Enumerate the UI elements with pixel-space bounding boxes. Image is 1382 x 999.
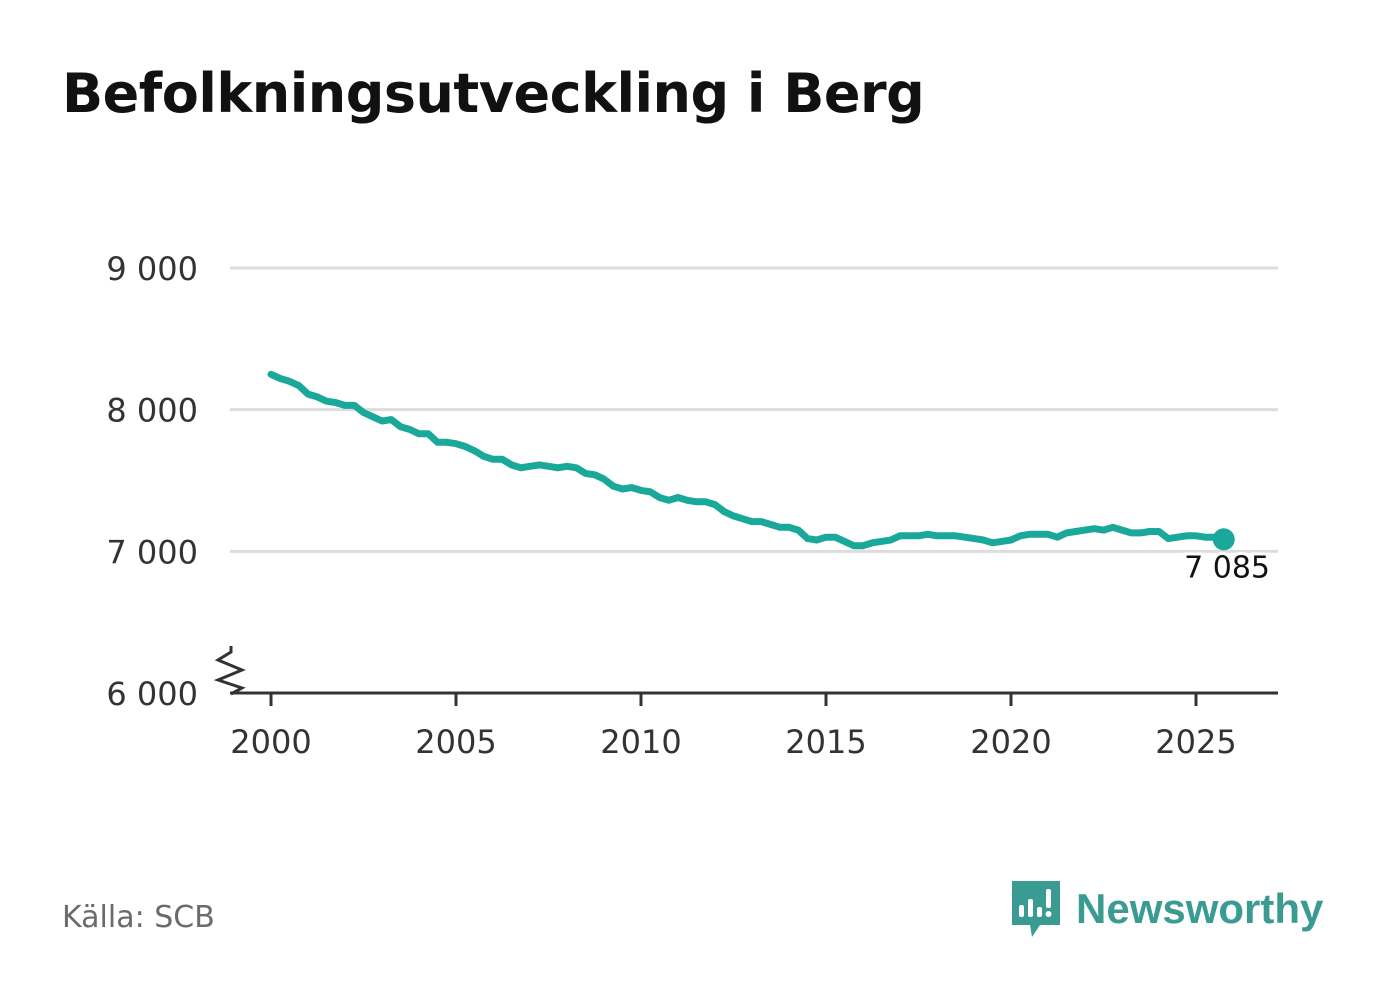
x-tick-label: 2000 xyxy=(230,723,311,761)
x-tick-label: 2005 xyxy=(415,723,496,761)
newsworthy-logo-icon xyxy=(1012,881,1060,937)
x-axis: 2000 2005 2010 2015 2020 2025 xyxy=(213,646,1278,761)
x-tick-label: 2025 xyxy=(1155,723,1236,761)
x-tick-label: 2015 xyxy=(785,723,866,761)
y-tick-label: 8 000 xyxy=(106,392,198,430)
source-note: Källa: SCB xyxy=(62,900,215,935)
y-tick-label: 6 000 xyxy=(106,675,198,713)
y-tick-label: 7 000 xyxy=(106,533,198,571)
x-tick-label: 2010 xyxy=(600,723,681,761)
axis-break-mark xyxy=(213,646,246,696)
last-point-marker xyxy=(1212,528,1235,551)
x-tick-label: 2020 xyxy=(970,723,1051,761)
brand-name: Newsworthy xyxy=(1076,885,1324,932)
y-axis: 6 000 7 000 8 000 9 000 xyxy=(106,250,198,713)
chart-title: Befolkningsutveckling i Berg xyxy=(62,62,925,125)
last-point-label: 7 085 xyxy=(1184,550,1270,585)
gridlines xyxy=(230,266,1278,553)
newsworthy-logo: Newsworthy xyxy=(1010,878,1323,940)
y-tick-label: 9 000 xyxy=(106,250,198,288)
series-line-befolkning xyxy=(267,370,1228,550)
series-layer: 7 085 xyxy=(267,370,1273,588)
